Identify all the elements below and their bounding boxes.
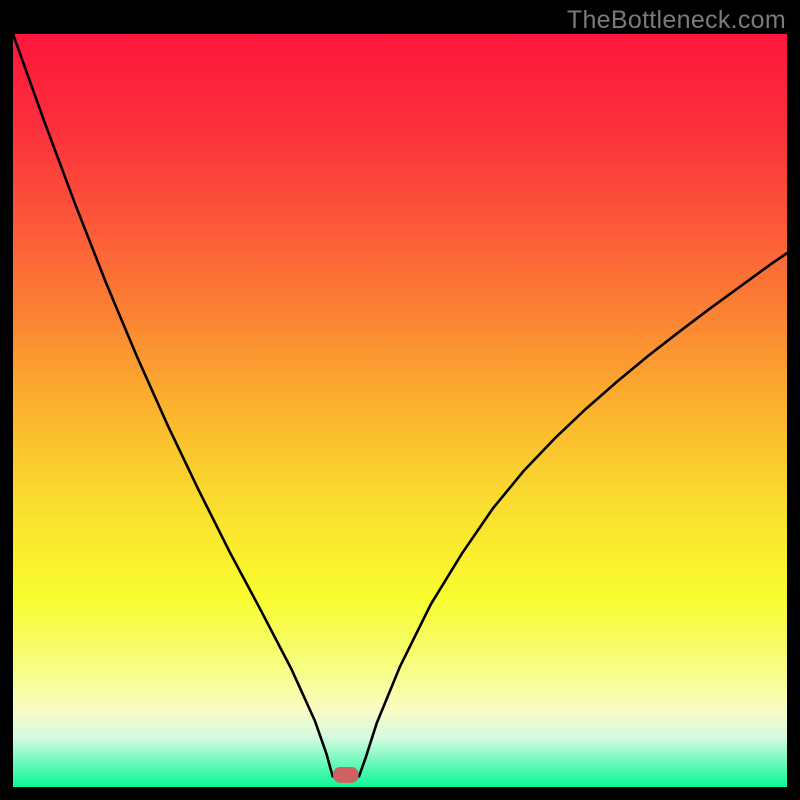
chart-frame: TheBottleneck.com [0,0,800,800]
watermark-text: TheBottleneck.com [567,6,786,35]
plot-area [13,34,787,787]
min-marker [333,767,359,783]
gradient-background [13,34,787,787]
chart-svg [13,34,787,787]
